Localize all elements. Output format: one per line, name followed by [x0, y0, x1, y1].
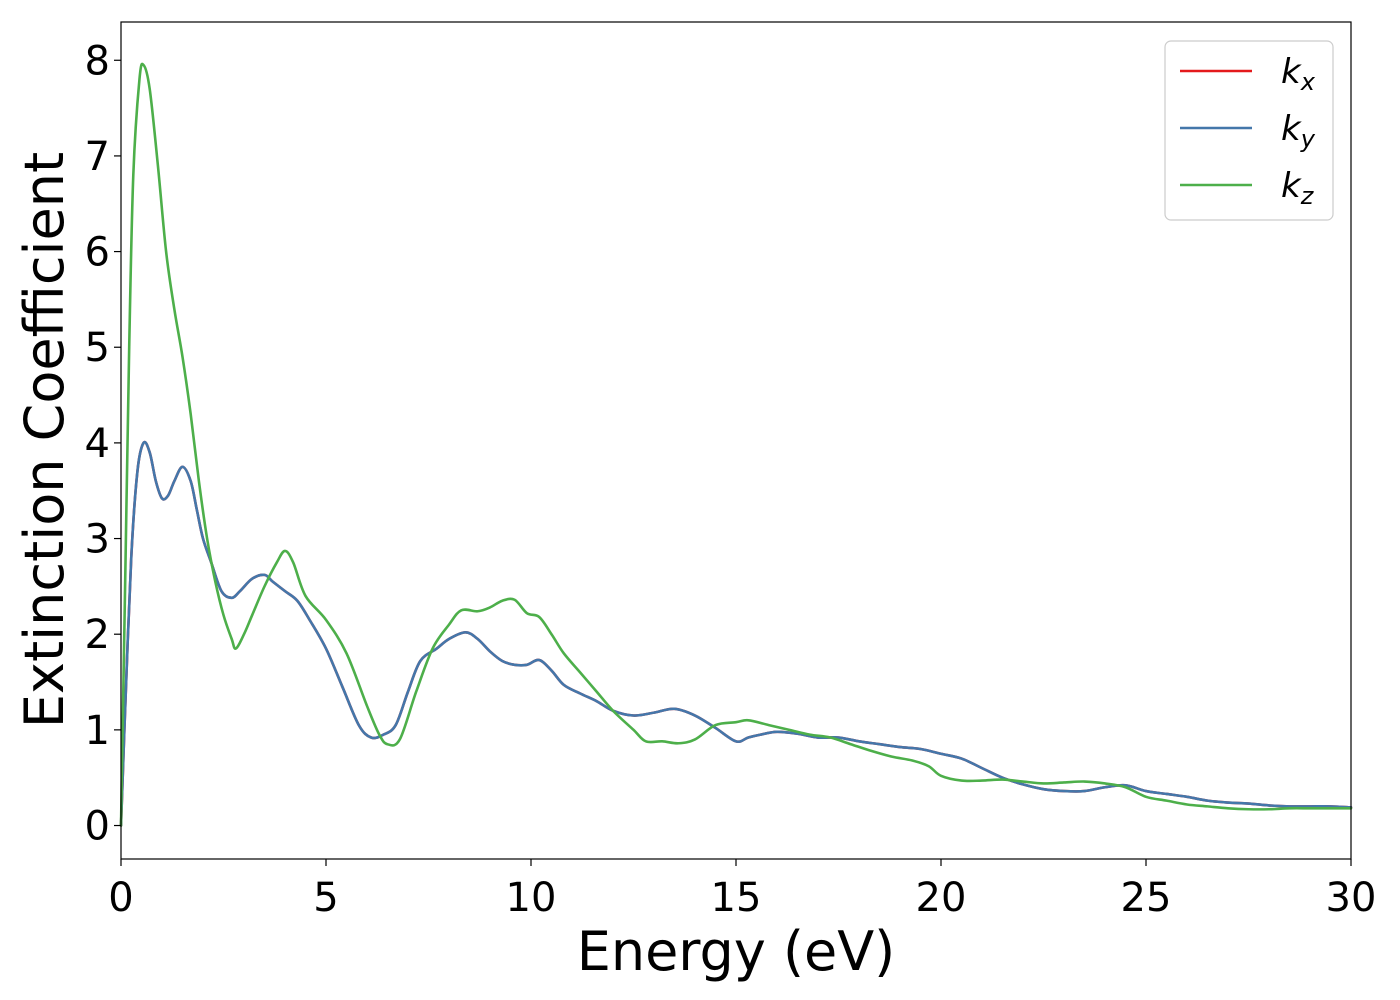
legend: kx ky kz — [1164, 40, 1334, 221]
y-tick-label: 0 — [85, 804, 110, 850]
x-tick-label: 10 — [506, 875, 557, 921]
legend-label-x: kx — [1281, 52, 1316, 96]
y-axis-title: Extinction Coefficient — [13, 152, 76, 728]
x-tick-label: 20 — [916, 875, 967, 921]
x-tick-label: 15 — [711, 875, 762, 921]
y-tick-label: 2 — [85, 612, 110, 658]
y-tick-label: 4 — [85, 421, 110, 467]
y-tick-label: 7 — [85, 134, 110, 180]
x-tick-label: 30 — [1326, 875, 1377, 921]
y-tick-label: 5 — [85, 325, 110, 371]
legend-label-z: kz — [1281, 166, 1315, 210]
legend-frame — [1164, 40, 1334, 221]
y-tick-label: 3 — [85, 517, 110, 563]
x-tick-label: 5 — [313, 875, 338, 921]
y-tick-label: 6 — [85, 230, 110, 276]
series-layer — [119, 62, 1353, 827]
x-tick-label: 0 — [108, 875, 133, 921]
plot-area — [121, 22, 1351, 859]
y-tick-label: 1 — [85, 708, 110, 754]
y-tick-label: 8 — [85, 38, 110, 84]
y-axis-ticks: 0 1 2 3 4 5 6 7 8 — [85, 38, 121, 850]
series-line-y — [119, 440, 1353, 827]
x-axis-title: Energy (eV) — [577, 920, 896, 983]
x-axis-ticks: 0 5 10 15 20 25 30 — [108, 859, 1376, 921]
x-tick-label: 25 — [1121, 875, 1172, 921]
legend-label-y: ky — [1281, 109, 1316, 153]
series-line-z — [119, 62, 1353, 827]
